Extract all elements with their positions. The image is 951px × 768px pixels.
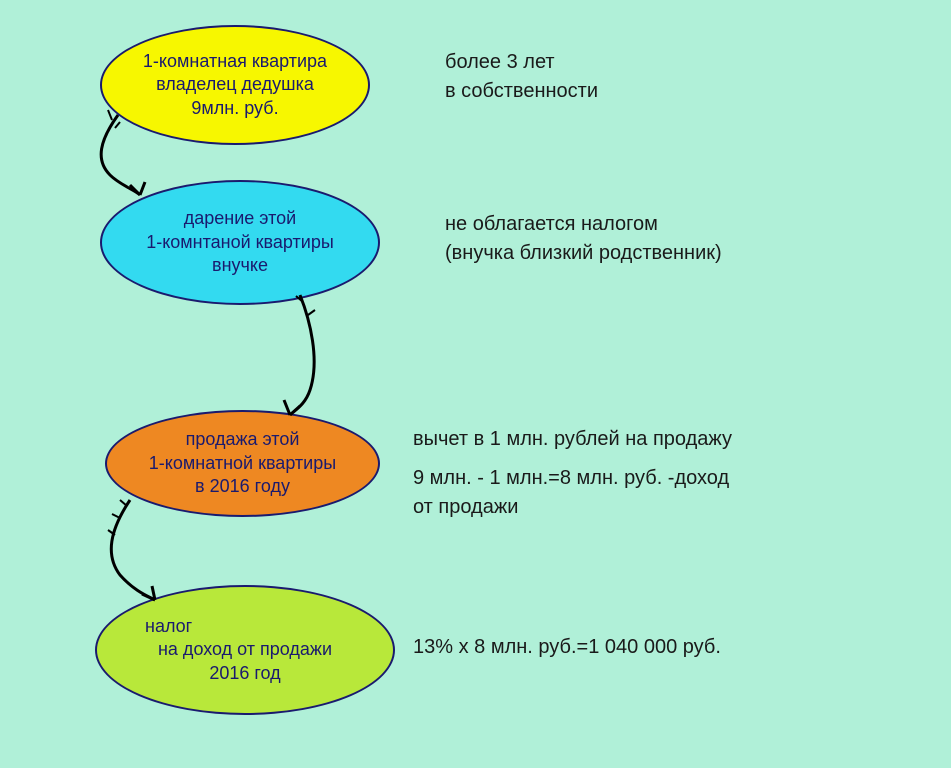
desc-no-tax-line2: (внучка близкий родственник) [445,239,722,268]
node-apartment: 1-комнатная квартира владелец дедушка 9м… [100,25,370,145]
node-apartment-line3: 9млн. руб. [171,97,298,120]
node-apartment-line2: владелец дедушка [136,73,334,96]
node-gift-line1: дарение этой [164,207,316,230]
desc-tax-calc-line1: 13% х 8 млн. руб.=1 040 000 руб. [413,633,721,662]
desc-ownership: более 3 лет в собственности [445,48,598,106]
node-gift-line3: внучке [192,254,288,277]
node-tax-line3: 2016 год [189,662,300,685]
desc-tax-calc: 13% х 8 млн. руб.=1 040 000 руб. [413,633,721,662]
desc-deduction-line2: 9 млн. - 1 млн.=8 млн. руб. -доход [413,464,732,493]
node-sale-line1: продажа этой [166,428,320,451]
node-sale-line2: 1-комнатной квартиры [129,452,356,475]
node-tax-line2: на доход от продажи [138,638,352,661]
desc-deduction: вычет в 1 млн. рублей на продажу 9 млн. … [413,425,732,522]
desc-ownership-line1: более 3 лет [445,48,598,77]
node-gift: дарение этой 1-комнтаной квартиры внучке [100,180,380,305]
desc-ownership-line2: в собственности [445,77,598,106]
node-tax-line1: налог [97,615,212,638]
node-gift-line2: 1-комнтаной квартиры [126,231,354,254]
desc-deduction-line3: от продажи [413,493,732,522]
desc-deduction-line1: вычет в 1 млн. рублей на продажу [413,425,732,454]
node-tax: налог на доход от продажи 2016 год [95,585,395,715]
desc-no-tax: не облагается налогом (внучка близкий ро… [445,210,722,268]
node-apartment-line1: 1-комнатная квартира [123,50,347,73]
node-sale-line3: в 2016 году [175,475,310,498]
node-sale: продажа этой 1-комнатной квартиры в 2016… [105,410,380,517]
desc-no-tax-line1: не облагается налогом [445,210,722,239]
